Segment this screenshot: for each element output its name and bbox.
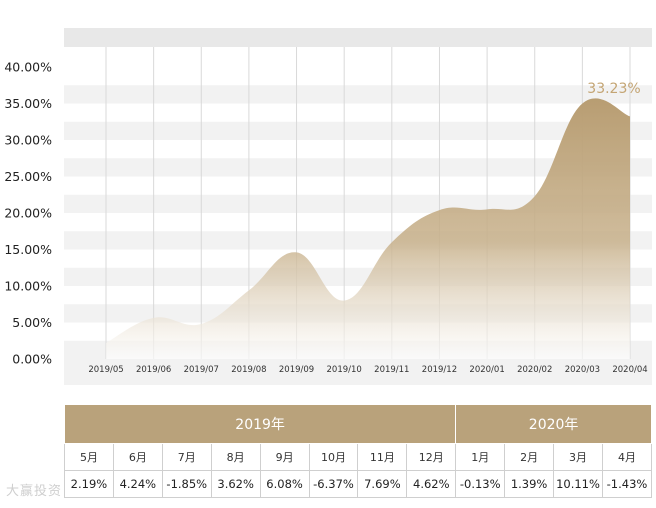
x-tick-label: 2019/07 bbox=[184, 365, 219, 375]
return-value-cell: 10.11% bbox=[553, 470, 603, 498]
year-header-cell: 2020年 bbox=[455, 404, 652, 444]
month-cell: 8月 bbox=[210, 443, 261, 471]
return-value-cell: 7.69% bbox=[357, 470, 408, 498]
y-tick-label: 5.00% bbox=[12, 315, 52, 330]
month-cell: 12月 bbox=[406, 443, 457, 471]
y-tick-label: 15.00% bbox=[4, 242, 52, 257]
return-value-cell: 1.39% bbox=[504, 470, 555, 498]
return-value-cell: -1.43% bbox=[601, 470, 653, 498]
return-value-cell: -0.13% bbox=[455, 470, 506, 498]
return-value-cell: 3.62% bbox=[210, 470, 261, 498]
x-tick-label: 2019/09 bbox=[279, 365, 314, 375]
watermark: 大赢投资 bbox=[6, 484, 63, 499]
month-cell: 2月 bbox=[504, 443, 555, 471]
y-tick-label: 35.00% bbox=[4, 96, 52, 111]
x-tick-label: 2019/08 bbox=[231, 365, 266, 375]
x-axis-band bbox=[64, 359, 652, 385]
month-cell: 5月 bbox=[64, 443, 114, 471]
month-cell: 4月 bbox=[601, 443, 653, 471]
return-value-cell: 4.24% bbox=[112, 470, 163, 498]
return-value-cell: 6.08% bbox=[259, 470, 310, 498]
return-area bbox=[106, 98, 630, 359]
month-cell: 6月 bbox=[112, 443, 163, 471]
y-tick-label: 20.00% bbox=[4, 206, 52, 221]
x-tick-label: 2019/06 bbox=[136, 365, 171, 375]
month-cell: 9月 bbox=[259, 443, 310, 471]
x-tick-label: 2020/01 bbox=[469, 365, 504, 375]
y-tick-label: 0.00% bbox=[12, 352, 52, 367]
x-tick-label: 2020/02 bbox=[517, 365, 552, 375]
x-tick-label: 2020/03 bbox=[565, 365, 600, 375]
monthly-returns-table: 2019年 2020年 5月 6月 7月 8月 9月 10月 11月 12月 1月 2月 3月 4月 2… bbox=[63, 404, 653, 498]
return-value-cell: 2.19% bbox=[64, 470, 114, 498]
y-tick-label: 10.00% bbox=[4, 279, 52, 294]
x-tick-label: 2020/04 bbox=[612, 365, 647, 375]
grid-band bbox=[64, 121, 652, 140]
x-axis-ticks: 2019/05 2019/06 2019/07 2019/08 2019/09 2019/… bbox=[88, 365, 647, 375]
x-tick-label: 2019/05 bbox=[88, 365, 123, 375]
return-value-row: 2.19% 4.24% -1.85% 3.62% 6.08% -6.37% 7.69% 4.6… bbox=[64, 470, 653, 498]
grid-band bbox=[64, 194, 652, 213]
return-value-cell: -6.37% bbox=[308, 470, 359, 498]
y-tick-label: 25.00% bbox=[4, 169, 52, 184]
x-tick-label: 2019/12 bbox=[422, 365, 457, 375]
y-tick-label: 40.00% bbox=[4, 60, 52, 75]
grid-band bbox=[64, 85, 652, 104]
return-value-cell: -1.85% bbox=[161, 470, 212, 498]
month-cell: 10月 bbox=[308, 443, 359, 471]
y-axis-ticks: 0.00% 5.00% 10.00% 15.00% 20.00% 25.00% 30.00%… bbox=[4, 60, 52, 367]
return-value-cell: 4.62% bbox=[406, 470, 457, 498]
chart-header-bar bbox=[64, 28, 652, 47]
peak-value-label: 33.23% bbox=[587, 81, 640, 97]
month-row: 5月 6月 7月 8月 9月 10月 11月 12月 1月 2月 3月 4月 bbox=[64, 443, 653, 471]
performance-chart: 0.00% 5.00% 10.00% 15.00% 20.00% 25.00% 30.00%… bbox=[4, 28, 652, 385]
x-tick-label: 2019/10 bbox=[327, 365, 362, 375]
month-cell: 1月 bbox=[455, 443, 506, 471]
y-tick-label: 30.00% bbox=[4, 133, 52, 148]
month-cell: 7月 bbox=[161, 443, 212, 471]
x-tick-label: 2019/11 bbox=[374, 365, 409, 375]
month-cell: 11月 bbox=[357, 443, 408, 471]
year-header-row: 2019年 2020年 bbox=[63, 404, 652, 444]
year-header-cell: 2019年 bbox=[63, 404, 457, 444]
month-cell: 3月 bbox=[553, 443, 603, 471]
grid-bands bbox=[64, 28, 652, 385]
grid-band bbox=[64, 158, 652, 177]
